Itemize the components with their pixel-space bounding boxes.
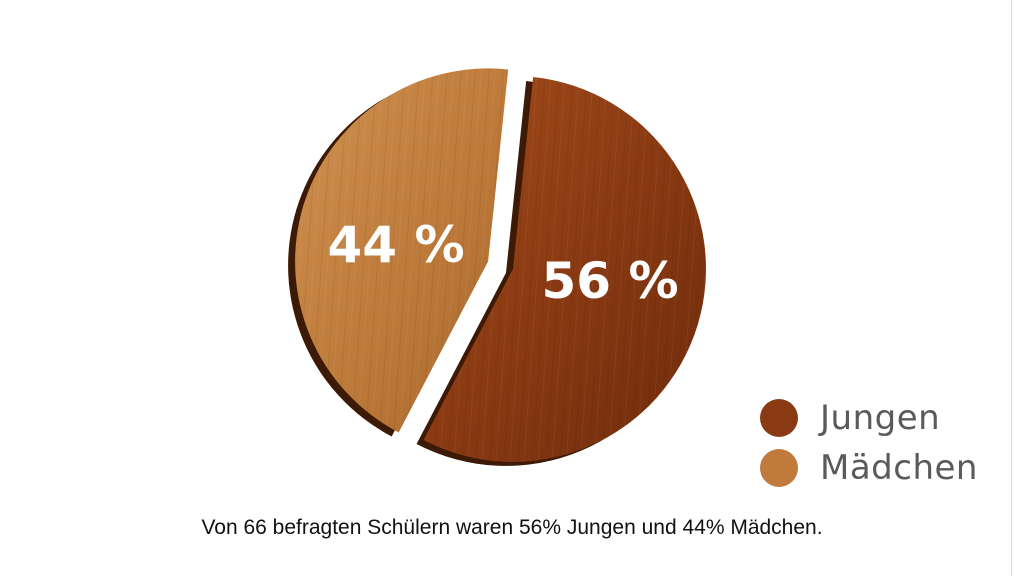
right-edge-rule bbox=[1011, 0, 1012, 576]
pie-label-mdchen: 44 % bbox=[327, 216, 464, 274]
legend-item-maedchen: Mädchen bbox=[760, 446, 978, 490]
legend-item-jungen: Jungen bbox=[760, 396, 978, 440]
legend-swatch-maedchen bbox=[760, 449, 798, 487]
chart-caption: Von 66 befragten Schülern waren 56% Jung… bbox=[201, 516, 823, 539]
pie-slice-grain-mdchen bbox=[295, 68, 509, 433]
legend-label-jungen: Jungen bbox=[820, 398, 941, 438]
legend: Jungen Mädchen bbox=[760, 396, 978, 490]
legend-label-maedchen: Mädchen bbox=[820, 448, 978, 488]
pie-label-jungen: 56 % bbox=[541, 252, 678, 310]
legend-swatch-jungen bbox=[760, 399, 798, 437]
pie-slice-grain-jungen bbox=[423, 76, 706, 462]
